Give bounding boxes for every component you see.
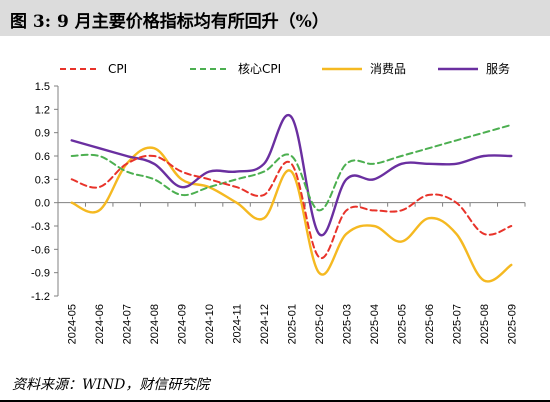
x-tick-label: 2025-05 (396, 304, 408, 344)
series-line-4 (70, 113, 513, 237)
x-tick-label: 2024-11 (232, 304, 244, 344)
x-tick-label: 2024-06 (94, 304, 106, 344)
legend-label: 核心CPI (238, 62, 281, 76)
x-tick-label: 2024-09 (177, 304, 189, 344)
source-note: 资料来源：WIND，财信研究院 (12, 377, 210, 393)
legend-label: CPI (108, 62, 127, 76)
x-tick-label: 2024-07 (122, 304, 134, 344)
y-tick-label: 1.5 (35, 81, 50, 93)
y-tick-label: -0.6 (31, 244, 50, 256)
x-tick-label: 2025-09 (506, 304, 518, 344)
x-tick-label: 2025-06 (424, 304, 436, 344)
series-line-3 (70, 146, 513, 283)
x-tick-label: 2024-12 (259, 304, 271, 344)
series-lines (70, 113, 513, 283)
x-tick-label: 2025-03 (341, 304, 353, 344)
y-tick-label: -0.9 (31, 268, 50, 280)
y-tick-label: 0.3 (35, 174, 50, 186)
y-tick-label: 0.0 (35, 198, 50, 210)
legend: CPI 核心CPI 消费品 服务 (60, 61, 510, 76)
x-tick-label: 2025-07 (451, 304, 463, 344)
y-tick-label: 0.9 (35, 128, 50, 140)
y-tick-label: 1.2 (35, 104, 50, 116)
x-tick-label: 2025-02 (314, 304, 326, 344)
figure-title: 图 3: 9 月主要价格指标均有所回升（%） (10, 12, 329, 32)
y-tick-label: -0.3 (31, 221, 50, 233)
legend-label: 服务 (486, 61, 510, 76)
x-tick-label: 2024-05 (67, 304, 79, 344)
bottom-rule (0, 400, 550, 402)
title-bar: 图 3: 9 月主要价格指标均有所回升（%） (0, 0, 550, 36)
x-tick-label: 2025-08 (479, 304, 491, 344)
y-tick-label: 0.6 (35, 151, 50, 163)
legend-label: 消费品 (370, 62, 406, 76)
x-tick-label: 2024-10 (204, 304, 216, 344)
line-chart: CPI 核心CPI 消费品 服务 1.5 1.2 0.9 0.6 0.3 0.0 -0.3 -0.6… (31, 61, 526, 344)
y-tick-label: -1.2 (31, 291, 50, 303)
y-axis-ticks: 1.5 1.2 0.9 0.6 0.3 0.0 -0.3 -0.6 -0.9 -1.2 (31, 81, 58, 303)
x-tick-label: 2025-04 (369, 304, 381, 344)
x-tick-label: 2025-01 (287, 304, 299, 344)
x-axis-ticks: 2024-05 2024-06 2024-07 2024-08 2024-09 2024-… (57, 202, 526, 344)
x-tick-label: 2024-08 (149, 304, 161, 344)
series-line-1 (70, 154, 513, 259)
series-line-2 (70, 123, 513, 212)
